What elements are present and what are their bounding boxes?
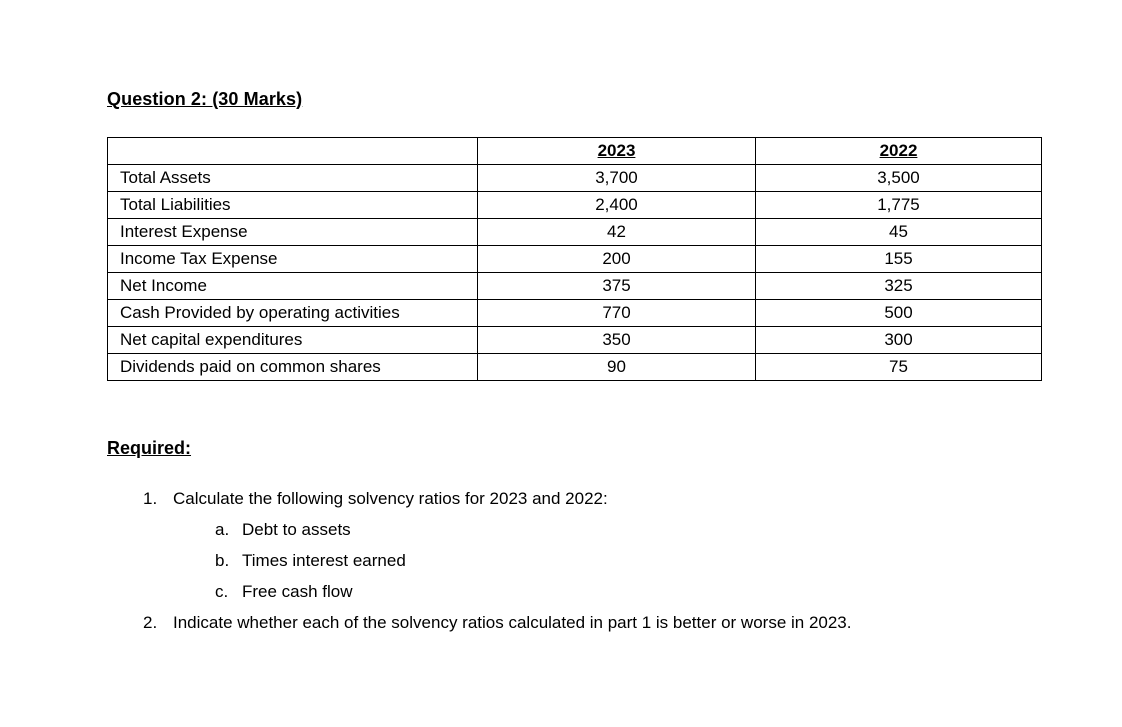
value-2022: 45 — [755, 218, 1042, 246]
table-row: Net capital expenditures 350 300 — [107, 326, 1042, 354]
value-2022: 1,775 — [755, 191, 1042, 219]
subtask-text: Times interest earned — [242, 551, 406, 570]
row-label: Net capital expenditures — [107, 326, 478, 354]
subtask-text: Free cash flow — [242, 582, 353, 601]
subtask-item-a: a. Debt to assets — [107, 514, 1122, 545]
subtask-letter: c. — [215, 582, 229, 601]
value-2022: 500 — [755, 299, 1042, 327]
value-2022: 325 — [755, 272, 1042, 300]
required-heading: Required: — [107, 438, 192, 458]
row-label: Cash Provided by operating activities — [107, 299, 478, 327]
table-row: Total Assets 3,700 3,500 — [107, 164, 1042, 192]
task-text: Calculate the following solvency ratios … — [173, 489, 608, 508]
year-2022-label: 2022 — [879, 141, 918, 160]
financial-data-table: 2023 2022 Total Assets 3,700 3,500 Total… — [107, 137, 1042, 381]
value-2023: 350 — [477, 326, 756, 354]
task-number: 1. — [143, 489, 158, 508]
table-header-2022: 2022 — [755, 137, 1042, 165]
value-2023: 375 — [477, 272, 756, 300]
row-label: Total Liabilities — [107, 191, 478, 219]
table-row: Dividends paid on common shares 90 75 — [107, 353, 1042, 381]
question-title: Question 2: (30 Marks) — [107, 89, 303, 109]
value-2023: 2,400 — [477, 191, 756, 219]
value-2023: 770 — [477, 299, 756, 327]
subtask-item-b: b. Times interest earned — [107, 545, 1122, 576]
table-row: Total Liabilities 2,400 1,775 — [107, 191, 1042, 219]
table-header-blank — [107, 137, 478, 165]
subtask-letter: a. — [215, 520, 230, 539]
tasks-list: 1. Calculate the following solvency rati… — [107, 483, 1122, 638]
value-2022: 155 — [755, 245, 1042, 273]
value-2023: 90 — [477, 353, 756, 381]
table-header-row: 2023 2022 — [107, 137, 1042, 165]
row-label: Interest Expense — [107, 218, 478, 246]
row-label: Dividends paid on common shares — [107, 353, 478, 381]
value-2022: 75 — [755, 353, 1042, 381]
task-item-2: 2. Indicate whether each of the solvency… — [107, 607, 1122, 638]
subtask-letter: b. — [215, 551, 230, 570]
table-row: Cash Provided by operating activities 77… — [107, 299, 1042, 327]
table-row: Income Tax Expense 200 155 — [107, 245, 1042, 273]
table-header-2023: 2023 — [477, 137, 756, 165]
value-2023: 200 — [477, 245, 756, 273]
value-2023: 42 — [477, 218, 756, 246]
value-2022: 3,500 — [755, 164, 1042, 192]
subtask-text: Debt to assets — [242, 520, 351, 539]
table-row: Interest Expense 42 45 — [107, 218, 1042, 246]
row-label: Income Tax Expense — [107, 245, 478, 273]
value-2023: 3,700 — [477, 164, 756, 192]
value-2022: 300 — [755, 326, 1042, 354]
task-number: 2. — [143, 613, 158, 632]
table-row: Net Income 375 325 — [107, 272, 1042, 300]
row-label: Total Assets — [107, 164, 478, 192]
year-2023-label: 2023 — [597, 141, 636, 160]
subtask-item-c: c. Free cash flow — [107, 576, 1122, 607]
row-label: Net Income — [107, 272, 478, 300]
task-text: Indicate whether each of the solvency ra… — [173, 613, 852, 632]
task-item-1: 1. Calculate the following solvency rati… — [107, 483, 1122, 514]
